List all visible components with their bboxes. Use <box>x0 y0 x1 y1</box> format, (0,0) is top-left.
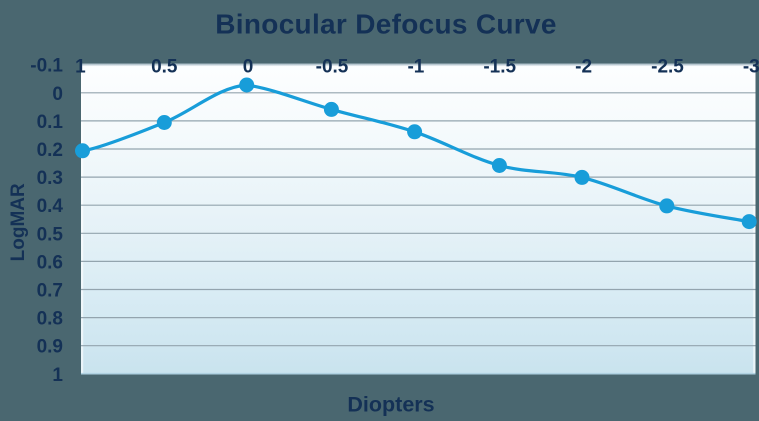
svg-text:1: 1 <box>52 365 63 386</box>
svg-text:0.9: 0.9 <box>37 337 63 358</box>
svg-text:-3: -3 <box>743 56 759 77</box>
svg-text:1: 1 <box>75 56 86 77</box>
svg-text:0.2: 0.2 <box>37 140 63 161</box>
svg-text:-0.5: -0.5 <box>316 56 349 77</box>
svg-text:0: 0 <box>52 84 63 105</box>
svg-text:0: 0 <box>243 56 254 77</box>
svg-text:0.1: 0.1 <box>37 112 64 133</box>
svg-text:0.7: 0.7 <box>37 281 63 302</box>
svg-text:0.3: 0.3 <box>37 168 63 189</box>
svg-text:0.5: 0.5 <box>151 56 178 77</box>
svg-text:0.6: 0.6 <box>37 252 63 273</box>
svg-text:0.5: 0.5 <box>37 224 64 245</box>
svg-text:0.4: 0.4 <box>37 196 64 217</box>
svg-text:Binocular Defocus Curve: Binocular Defocus Curve <box>215 9 556 40</box>
svg-text:-1.5: -1.5 <box>483 56 516 77</box>
svg-text:0.8: 0.8 <box>37 309 63 330</box>
svg-text:-1: -1 <box>407 56 424 77</box>
svg-text:-0.1: -0.1 <box>30 56 63 77</box>
svg-text:Diopters: Diopters <box>347 392 434 416</box>
svg-text:-2: -2 <box>575 56 592 77</box>
svg-text:-2.5: -2.5 <box>651 56 684 77</box>
svg-text:LogMAR: LogMAR <box>8 183 29 261</box>
